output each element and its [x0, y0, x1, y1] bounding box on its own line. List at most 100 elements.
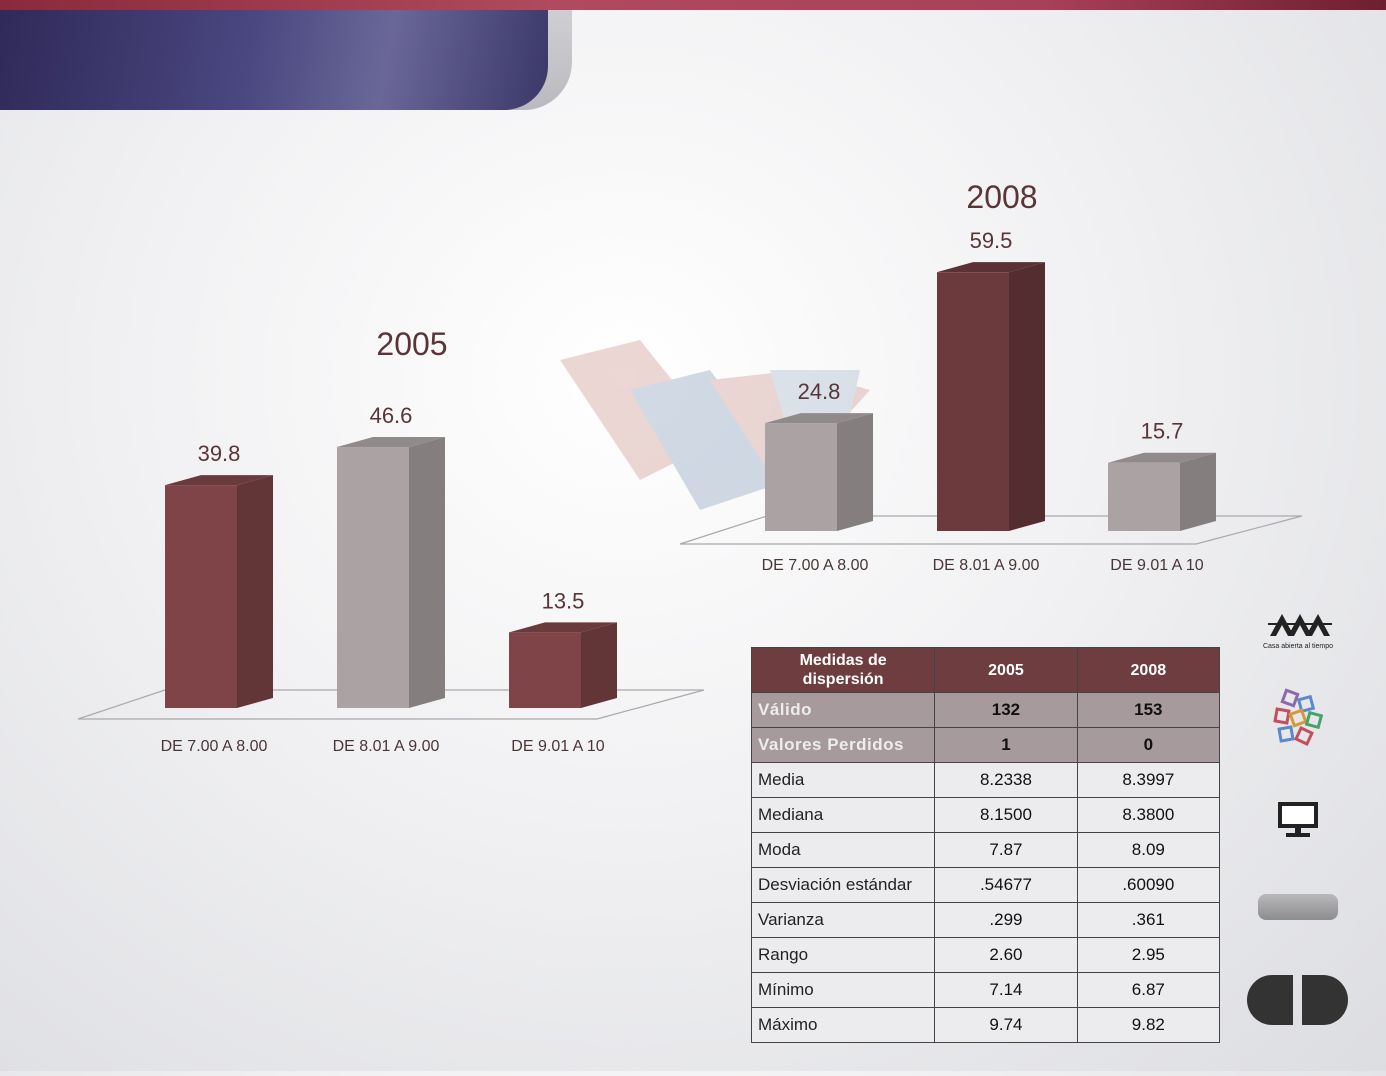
chart-floor: [77, 689, 705, 720]
bar-front: [765, 423, 837, 531]
value-2008: 153: [1076, 692, 1221, 728]
bar-top: [937, 262, 1045, 273]
tick-label: DE 8.01 A 9.00: [333, 738, 440, 755]
row-label: Desviación estándar: [750, 867, 936, 903]
row-label: Mínimo: [750, 972, 936, 1008]
bar-top: [165, 475, 273, 486]
value-2005: 8.1500: [934, 797, 1078, 833]
uam-logo[interactable]: Casa abierta al tiempo: [1258, 612, 1338, 650]
bar-top: [337, 437, 445, 448]
bar-front: [509, 632, 581, 708]
value-2005: 2.60: [934, 937, 1078, 973]
bar: [165, 475, 273, 708]
chart-floor: [679, 515, 1303, 545]
table-row: Valores Perdidos 1 0: [750, 727, 1221, 763]
table-row: Media 8.2338 8.3997: [750, 762, 1221, 798]
table-header-measure: Medidas de dispersión: [750, 647, 936, 693]
table-row: Moda 7.87 8.09: [750, 832, 1221, 868]
value-2005: 1: [934, 727, 1078, 763]
tick-label: DE 7.00 A 8.00: [161, 738, 268, 755]
table-header-row: Medidas de dispersión 2005 2008: [750, 647, 1221, 693]
table-row: Varianza .299.361: [750, 902, 1221, 938]
colored-squares-icon[interactable]: [1270, 688, 1326, 748]
bar: [337, 437, 445, 708]
table-row: Máximo 9.74 9.82: [750, 1007, 1221, 1043]
bar: [1108, 452, 1216, 531]
bar: [765, 413, 873, 531]
bar: [937, 262, 1045, 531]
value-2005: 9.74: [934, 1007, 1078, 1043]
chart-title: 2005: [376, 326, 447, 362]
row-label: Rango: [750, 937, 936, 973]
bar-top: [509, 622, 617, 633]
table-row: Desviación estándar .54677.60090: [750, 867, 1221, 903]
value-2008: 8.3800: [1076, 797, 1221, 833]
value-2005: 7.14: [934, 972, 1078, 1008]
row-label: Media: [750, 762, 936, 798]
bar-side: [837, 413, 873, 531]
value-2008: 9.82: [1076, 1007, 1221, 1043]
data-label: 24.8: [798, 379, 841, 404]
table-header-2005: 2005: [934, 647, 1078, 693]
table-row: Rango 2.60 2.95: [750, 937, 1221, 973]
row-label: Máximo: [750, 1007, 936, 1043]
table-body: Válido 132 153 Valores Perdidos 1 0 Media 8.233…: [750, 692, 1221, 1043]
next-slide-button[interactable]: [1302, 975, 1348, 1025]
uam-logo-icon: [1268, 614, 1332, 636]
title-banner: [0, 10, 548, 110]
value-2005: 7.87: [934, 832, 1078, 868]
value-2005: 132: [934, 692, 1078, 728]
bar-side: [409, 437, 445, 708]
grey-tab-icon[interactable]: [1258, 894, 1338, 920]
row-label: Varianza: [750, 902, 936, 938]
row-label: Valores Perdidos: [750, 727, 936, 763]
data-label: 46.6: [370, 403, 413, 428]
value-2005: 8.2338: [934, 762, 1078, 798]
value-2008: 2.95: [1076, 937, 1221, 973]
value-2008: 8.09: [1076, 832, 1221, 868]
value-2008: .361: [1076, 902, 1221, 938]
chart-title: 2008: [966, 179, 1037, 215]
table-row: Mínimo 7.14 6.87: [750, 972, 1221, 1008]
table-row: Mediana 8.1500 8.3800: [750, 797, 1221, 833]
tick-label: DE 8.01 A 9.00: [933, 557, 1040, 574]
bar-side: [581, 622, 617, 708]
bar-side: [237, 475, 273, 708]
table-row: Válido 132 153: [750, 692, 1221, 728]
bar-side: [1180, 452, 1216, 531]
logo-caption: Casa abierta al tiempo: [1262, 643, 1334, 650]
bar-side: [1009, 262, 1045, 531]
table-header-2008: 2008: [1076, 647, 1221, 693]
monitor-icon[interactable]: [1276, 800, 1320, 838]
bar-top: [1108, 452, 1216, 463]
previous-slide-button[interactable]: [1247, 975, 1293, 1025]
top-accent-bar: [0, 0, 1386, 10]
value-2008: 0: [1076, 727, 1221, 763]
row-label: Moda: [750, 832, 936, 868]
bar-front: [937, 272, 1009, 531]
value-2008: 6.87: [1076, 972, 1221, 1008]
bar-top: [765, 413, 873, 424]
row-label: Válido: [750, 692, 936, 728]
data-label: 59.5: [970, 228, 1013, 253]
value-2008: .60090: [1076, 867, 1221, 903]
value-2005: .299: [934, 902, 1078, 938]
bar-front: [337, 447, 409, 708]
row-label: Mediana: [750, 797, 936, 833]
tick-label: DE 9.01 A 10: [511, 738, 605, 755]
dispersion-table: Medidas de dispersión 2005 2008 Válido 13…: [750, 647, 1221, 1043]
bar-front: [165, 485, 237, 708]
data-label: 13.5: [542, 588, 585, 613]
tick-label: DE 9.01 A 10: [1110, 557, 1204, 574]
bar: [509, 622, 617, 708]
bar-front: [1108, 462, 1180, 531]
value-2005: .54677: [934, 867, 1078, 903]
tick-label: DE 7.00 A 8.00: [762, 557, 869, 574]
data-label: 39.8: [198, 441, 241, 466]
value-2008: 8.3997: [1076, 762, 1221, 798]
data-label: 15.7: [1141, 419, 1184, 444]
